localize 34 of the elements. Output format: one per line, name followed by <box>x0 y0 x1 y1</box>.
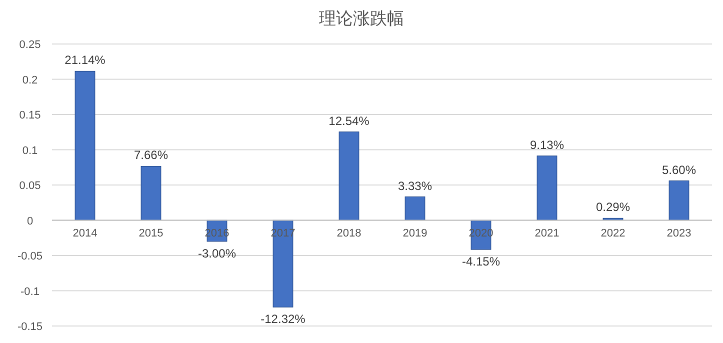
data-label: 12.54% <box>328 114 370 128</box>
y-tick-label: 0.15 <box>19 110 41 122</box>
data-label: -4.15% <box>462 254 500 269</box>
data-label: 7.66% <box>134 148 168 162</box>
y-tick-label: 0.05 <box>19 180 41 192</box>
data-label: 3.33% <box>398 178 432 193</box>
y-tick-label: 0.2 <box>22 74 38 86</box>
y-tick-label: -0.05 <box>17 250 43 262</box>
bar <box>140 166 162 221</box>
x-tick-label: 2018 <box>336 227 362 240</box>
x-tick-label: 2023 <box>666 227 692 240</box>
data-label: -3.00% <box>198 246 236 260</box>
y-tick-label: 0.25 <box>19 39 41 51</box>
bar <box>74 70 96 221</box>
bar <box>536 156 558 221</box>
bar <box>272 220 294 308</box>
bar <box>404 196 426 221</box>
bar <box>668 180 690 221</box>
y-tick-label: -0.1 <box>20 286 40 298</box>
x-tick-label: 2015 <box>138 227 164 240</box>
chart-title: 理论涨跌幅 <box>319 9 404 28</box>
y-tick-label: 0.1 <box>22 144 38 157</box>
data-label: 5.60% <box>662 162 696 177</box>
y-tick-label: -0.15 <box>17 321 43 333</box>
x-tick-label: 2022 <box>600 227 626 240</box>
x-tick-label: 2019 <box>402 227 428 240</box>
data-label: -12.32% <box>260 312 306 326</box>
data-label: 21.14% <box>64 53 106 68</box>
bar <box>338 132 360 221</box>
data-label: 9.13% <box>530 138 564 152</box>
x-tick-label: 2014 <box>72 227 98 240</box>
data-label: 0.29% <box>596 200 630 214</box>
y-tick-label: 0 <box>26 215 34 228</box>
x-tick-label: 2021 <box>534 227 560 240</box>
